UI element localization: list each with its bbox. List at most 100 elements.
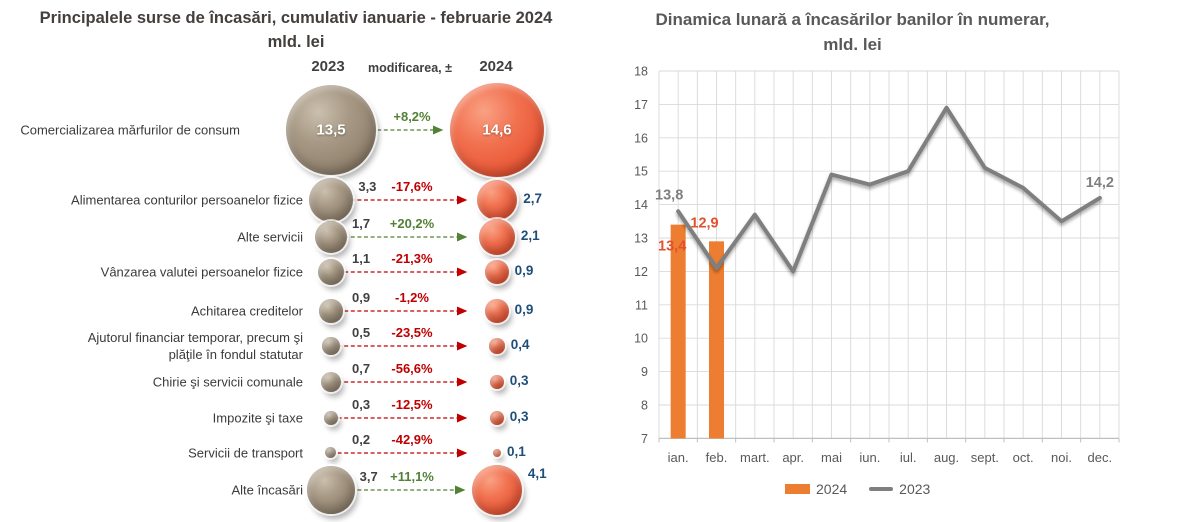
value-2024: 0,9 — [514, 263, 534, 278]
bubble-2024 — [479, 219, 515, 255]
column-header-2024: 2024 — [479, 58, 513, 75]
y-axis-tick-label: 8 — [641, 399, 648, 413]
change-label: -56,6% — [391, 361, 433, 376]
value-2023: 3,7 — [359, 469, 378, 484]
gridlines — [658, 70, 1120, 439]
x-axis-label: oct. — [1013, 450, 1034, 465]
row-label: Vânzarea valutei persoanelor fizice — [100, 264, 303, 280]
change-label: -21,3% — [391, 251, 433, 266]
change-label: -23,5% — [391, 325, 433, 340]
y-axis-tick-label: 15 — [634, 165, 648, 179]
row-label: Impozite şi taxe — [212, 410, 303, 426]
change-arrows-layer — [331, 125, 468, 495]
change-label: -1,2% — [395, 290, 429, 305]
value-2024: 0,1 — [507, 444, 526, 459]
change-label: -42,9% — [391, 432, 433, 447]
x-axis-label: mai — [821, 450, 842, 465]
row-label: Alte servicii — [237, 229, 303, 245]
bubble-2023 — [308, 177, 354, 223]
column-header-2023: 2023 — [311, 58, 345, 75]
bar-data-label: 12,9 — [690, 215, 718, 231]
x-axis-label: mart. — [740, 450, 770, 465]
row-label: Alimentarea conturilor persoanelor fizic… — [71, 192, 303, 208]
value-2024: 0,3 — [509, 373, 529, 388]
bubble-2024 — [476, 179, 518, 221]
x-axis-label: feb. — [706, 450, 728, 465]
line-data-label: 13,8 — [655, 187, 683, 203]
combo-chart-svg: 7 8 9 10 11 12 13 14 15 16 17 18 ian. feb. mart. apr. ma… — [634, 65, 1120, 465]
x-axis-label: iul. — [900, 450, 917, 465]
bubble-2023 — [322, 337, 340, 355]
bubble-2023 — [320, 371, 342, 393]
bubble-2024 — [489, 338, 505, 354]
y-axis-tick-label: 10 — [634, 332, 648, 346]
bubble-2024 — [490, 375, 504, 389]
row-label: Alte încasări — [231, 482, 303, 498]
legend-label-2023: 2023 — [899, 481, 931, 497]
bubble-2023 — [319, 299, 343, 323]
bar-2024 — [670, 224, 686, 439]
value-2023: 0,3 — [352, 397, 371, 412]
x-axis-label: iun. — [859, 450, 880, 465]
bubble-2024 — [490, 411, 504, 425]
change-label: +11,1% — [390, 469, 434, 484]
value-2024: 2,1 — [520, 228, 540, 243]
legend-label-2024: 2024 — [816, 481, 848, 497]
x-axis-label: noi. — [1051, 450, 1072, 465]
x-axis-label: sept. — [971, 450, 999, 465]
row-label: Comercializarea mărfurilor de consum — [20, 122, 240, 138]
value-2023: 0,9 — [352, 290, 371, 305]
y-axis-tick-label: 14 — [634, 198, 648, 212]
x-axis-label: dec. — [1088, 450, 1113, 465]
value-2023: 0,5 — [352, 325, 371, 340]
right-chart-title: Dinamica lunară a încasărilor banilor în… — [655, 10, 1050, 29]
row-label: Chirie şi servicii comunale — [152, 374, 303, 390]
y-axis-tick-label: 11 — [635, 298, 648, 312]
x-axis-label: apr. — [782, 450, 804, 465]
value-2023: 13,5 — [316, 121, 346, 139]
y-axis-tick-label: 16 — [634, 131, 648, 145]
y-axis-tick-label: 18 — [634, 65, 648, 79]
y-axis-tick-label: 12 — [634, 265, 648, 279]
bubble-2024 — [485, 260, 509, 284]
bar-data-label: 13,4 — [658, 239, 686, 255]
left-chart-subtitle: mld. lei — [267, 33, 325, 51]
bar-2024 — [709, 241, 724, 439]
bubble-2023 — [307, 466, 355, 514]
bubble-2024 — [493, 449, 501, 457]
value-2024: 2,7 — [523, 191, 542, 206]
chart-legend: 2024 2023 — [785, 481, 930, 497]
change-label: -17,6% — [391, 179, 433, 194]
left-chart-panel: Principalele surse de încasări, cumulati… — [0, 0, 600, 522]
bubble-2024 — [485, 299, 509, 323]
x-axis-label: aug. — [934, 450, 959, 465]
bubble-2024 — [450, 83, 544, 177]
legend-line-swatch-2023 — [869, 487, 894, 491]
bubble-2023 — [324, 411, 338, 425]
value-2024: 0,4 — [510, 337, 530, 352]
value-2024: 0,9 — [514, 302, 534, 317]
change-label: -12,5% — [391, 397, 433, 412]
row-label: Achitarea creditelor — [191, 303, 303, 319]
bubble-2023 — [285, 84, 377, 176]
left-chart-title: Principalele surse de încasări, cumulati… — [39, 9, 553, 27]
value-2023: 1,1 — [352, 251, 371, 266]
bubble-2024 — [472, 465, 522, 515]
bubble-2023 — [314, 220, 348, 254]
row-label: Ajutorul financiar temporar, precum şi p… — [87, 330, 303, 362]
line-2023 — [676, 105, 1102, 274]
line-data-label: 14,2 — [1086, 175, 1114, 191]
value-2024: 0,3 — [509, 409, 529, 424]
value-2024: 4,1 — [527, 466, 547, 481]
value-2023: 1,7 — [352, 216, 371, 231]
x-axis-label: ian. — [668, 450, 689, 465]
right-chart-subtitle: mld. lei — [823, 35, 882, 54]
y-axis-tick-label: 13 — [634, 232, 648, 246]
row-label: Servicii de transport — [188, 445, 303, 461]
y-axis-tick-label: 9 — [641, 365, 648, 379]
legend-bar-swatch-2024 — [785, 484, 810, 494]
y-axis-tick-label: 7 — [641, 432, 648, 446]
value-2023: 3,3 — [358, 179, 377, 194]
change-label: +20,2% — [389, 216, 435, 231]
